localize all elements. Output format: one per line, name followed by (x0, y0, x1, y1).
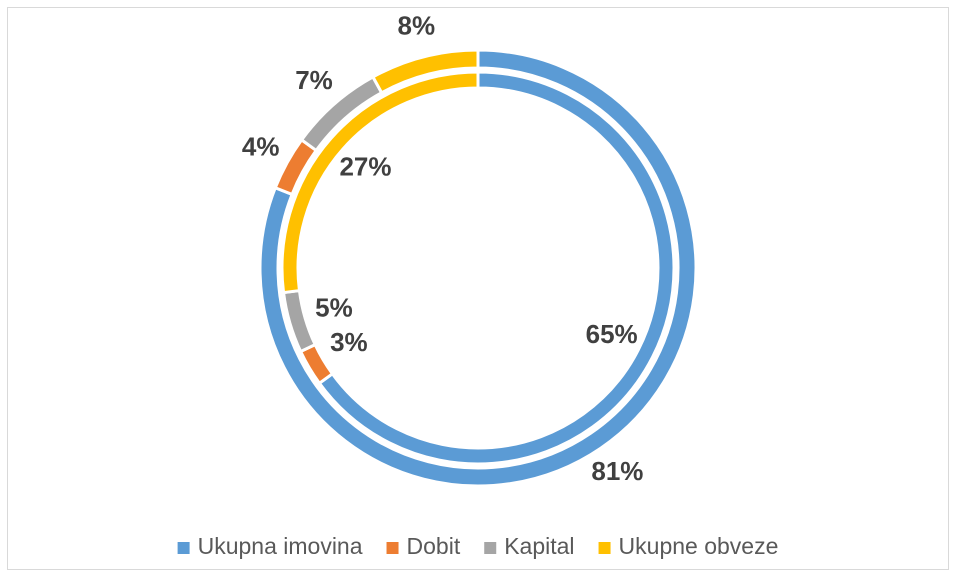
data-label: 5% (315, 293, 353, 323)
data-label: 4% (242, 131, 280, 161)
legend-swatch (484, 542, 497, 554)
legend-label: Ukupna imovina (198, 533, 363, 559)
legend-swatch (598, 542, 611, 554)
legend-label: Dobit (407, 533, 461, 559)
doughnut-segment (370, 48, 480, 95)
data-label: 27% (339, 152, 391, 182)
legend-label: Ukupne obveze (619, 533, 779, 559)
doughnut-segment (280, 70, 480, 295)
data-label: 8% (398, 11, 436, 41)
data-label: 81% (591, 456, 643, 486)
data-label: 65% (586, 319, 638, 349)
legend-swatch (177, 542, 190, 554)
legend-swatch (386, 542, 399, 554)
legend-label: Kapital (504, 533, 574, 559)
data-label: 7% (295, 65, 333, 95)
data-label: 3% (330, 327, 368, 357)
